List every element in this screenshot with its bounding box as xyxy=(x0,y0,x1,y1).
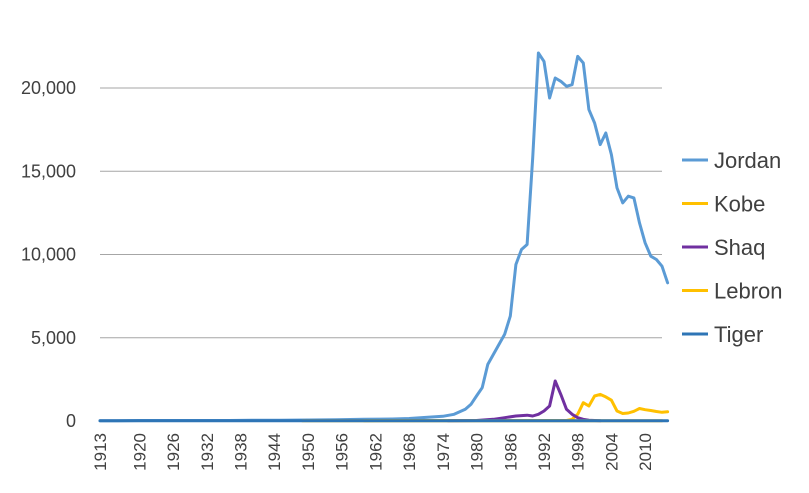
legend-label-shaq: Shaq xyxy=(714,235,765,260)
x-tick-label: 1938 xyxy=(232,433,251,471)
series-line-jordan xyxy=(98,51,670,423)
series-line-kobe xyxy=(300,392,670,423)
legend-label-lebron: Lebron xyxy=(714,279,783,304)
x-axis-ticks: 1913 1920 1926 1932 1938 1944 1950 1956 1962 1968… xyxy=(91,433,655,471)
y-tick-label: 15,000 xyxy=(21,161,76,181)
x-tick-label: 1950 xyxy=(299,433,318,471)
x-tick-label: 1980 xyxy=(468,433,487,471)
x-tick-label: 1998 xyxy=(569,433,588,471)
x-tick-label: 2004 xyxy=(602,433,621,471)
x-tick-label: 1956 xyxy=(333,433,352,471)
y-tick-label: 0 xyxy=(66,411,76,431)
y-tick-label: 5,000 xyxy=(31,328,76,348)
legend-label-kobe: Kobe xyxy=(714,192,765,217)
y-axis-ticks: 0 5,000 10,000 15,000 20,000 xyxy=(21,78,76,431)
x-tick-label: 1968 xyxy=(400,433,419,471)
x-tick-label: 1962 xyxy=(366,433,385,471)
x-tick-label: 1932 xyxy=(198,433,217,471)
y-tick-label: 20,000 xyxy=(21,78,76,98)
gridlines xyxy=(100,87,662,422)
series-lines xyxy=(98,51,670,423)
x-tick-label: 2010 xyxy=(636,433,655,471)
x-tick-label: 1986 xyxy=(501,433,520,471)
x-tick-label: 1926 xyxy=(164,433,183,471)
x-tick-label: 1992 xyxy=(535,433,554,471)
x-tick-label: 1913 xyxy=(91,433,110,471)
x-tick-label: 1944 xyxy=(265,433,284,471)
legend: Jordan Kobe Shaq Lebron Tiger xyxy=(682,148,783,347)
x-tick-label: 1974 xyxy=(434,433,453,471)
legend-label-tiger: Tiger xyxy=(714,322,763,347)
x-tick-label: 1920 xyxy=(130,433,149,471)
y-tick-label: 10,000 xyxy=(21,245,76,265)
legend-label-jordan: Jordan xyxy=(714,148,781,173)
